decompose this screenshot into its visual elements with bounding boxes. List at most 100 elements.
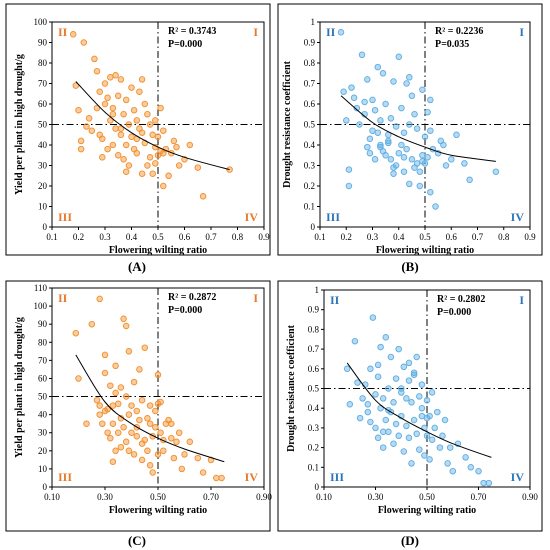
data-point: [152, 160, 159, 167]
data-point: [130, 378, 138, 386]
data-point: [426, 456, 433, 463]
data-point: [444, 460, 451, 467]
data-point: [413, 430, 420, 438]
data-point: [96, 295, 103, 303]
data-point: [390, 78, 397, 85]
data-point: [136, 416, 143, 424]
data-point: [104, 145, 111, 153]
data-point: [395, 53, 403, 61]
data-point: [165, 172, 172, 180]
data-point: [421, 133, 429, 141]
chart-panel-d: 0.10 0.30 0.50 0.70 0.90 0 0.1 0.2 0.3 0.4 0.5 0.6 0…: [277, 280, 543, 548]
data-point: [366, 149, 374, 157]
x-tick-label: 0.2: [341, 232, 352, 242]
data-point: [350, 94, 358, 102]
data-point: [416, 446, 423, 453]
data-point: [340, 88, 347, 95]
y-tick-label: 70: [38, 79, 48, 89]
data-point: [421, 452, 428, 459]
data-point: [343, 117, 350, 124]
y-axis-title: Drought resistance coefficient: [282, 60, 293, 187]
data-point: [423, 432, 431, 440]
data-point: [406, 180, 413, 188]
data-point: [146, 420, 154, 427]
y-tick-label: 0.8: [308, 324, 320, 334]
data-point: [112, 125, 119, 132]
data-point: [428, 436, 436, 443]
data-point: [109, 141, 117, 149]
y-tick-label: 0.3: [308, 423, 320, 433]
data-point: [372, 424, 379, 432]
data-point: [364, 76, 371, 83]
data-point: [431, 424, 438, 432]
data-point: [146, 121, 154, 128]
data-point: [130, 106, 138, 114]
data-point: [122, 141, 130, 149]
data-point: [398, 141, 405, 149]
data-point: [88, 320, 96, 328]
y-tick-label: 100: [34, 301, 48, 311]
data-point: [398, 104, 405, 112]
data-point: [419, 158, 426, 165]
y-tick-label: 90: [38, 319, 48, 329]
data-point: [382, 416, 390, 424]
quadrant-II-label: II: [58, 291, 68, 305]
y-tick-label: 0.5: [304, 120, 316, 130]
scatter-points: [72, 295, 225, 482]
data-point: [136, 366, 143, 373]
x-axis-title: Flowering wilting ratio: [376, 245, 474, 256]
data-point: [138, 76, 146, 83]
y-tick-label: 0.8: [304, 58, 316, 68]
data-point: [160, 149, 167, 157]
data-point: [125, 447, 133, 455]
data-point: [419, 86, 426, 93]
x-tick-label: 0.30: [97, 492, 113, 502]
data-point: [379, 444, 387, 451]
data-point: [75, 375, 82, 382]
data-point: [168, 420, 175, 427]
y-tick-label: 0.2: [308, 443, 319, 453]
data-point: [406, 74, 413, 81]
data-point: [392, 375, 400, 382]
data-point: [367, 365, 374, 373]
data-point: [372, 391, 379, 398]
quadrant-III-label: III: [330, 470, 344, 484]
data-point: [154, 451, 162, 458]
data-point: [369, 127, 376, 134]
x-tick-label: 0.3: [367, 232, 379, 242]
data-point: [93, 396, 101, 404]
data-point: [175, 162, 183, 169]
data-point: [107, 382, 114, 389]
r-squared-text: R² = 0.2802: [437, 294, 485, 305]
data-point: [359, 395, 366, 402]
x-tick-label: 0.70: [471, 492, 487, 502]
trend-line: [75, 81, 230, 171]
data-point: [128, 429, 135, 436]
x-tick-label: 0.4: [393, 232, 405, 242]
x-tick-label: 0.7: [205, 232, 217, 242]
x-tick-label: 0.9: [524, 232, 536, 242]
data-point: [398, 389, 405, 396]
quadrant-II-label: II: [326, 25, 336, 39]
data-point: [379, 395, 387, 402]
data-point: [366, 135, 374, 143]
r-squared-text: R² = 0.2236: [435, 26, 483, 37]
data-point: [99, 420, 106, 427]
y-tick-label: 0: [43, 482, 48, 492]
y-tick-label: 0.6: [308, 364, 320, 374]
data-point: [475, 467, 482, 475]
data-point: [125, 162, 133, 169]
y-tick-label: 80: [38, 337, 48, 347]
data-point: [125, 411, 133, 418]
data-point: [403, 395, 410, 402]
data-point: [434, 408, 441, 416]
data-point: [371, 156, 379, 163]
data-point: [101, 369, 109, 377]
quadrant-II-label: II: [330, 293, 340, 307]
y-tick-label: 0: [315, 482, 320, 492]
quadrant-III-label: III: [58, 210, 72, 224]
y-tick-label: 80: [38, 58, 48, 68]
data-point: [104, 429, 111, 436]
data-point: [152, 117, 159, 124]
data-point: [218, 474, 225, 482]
